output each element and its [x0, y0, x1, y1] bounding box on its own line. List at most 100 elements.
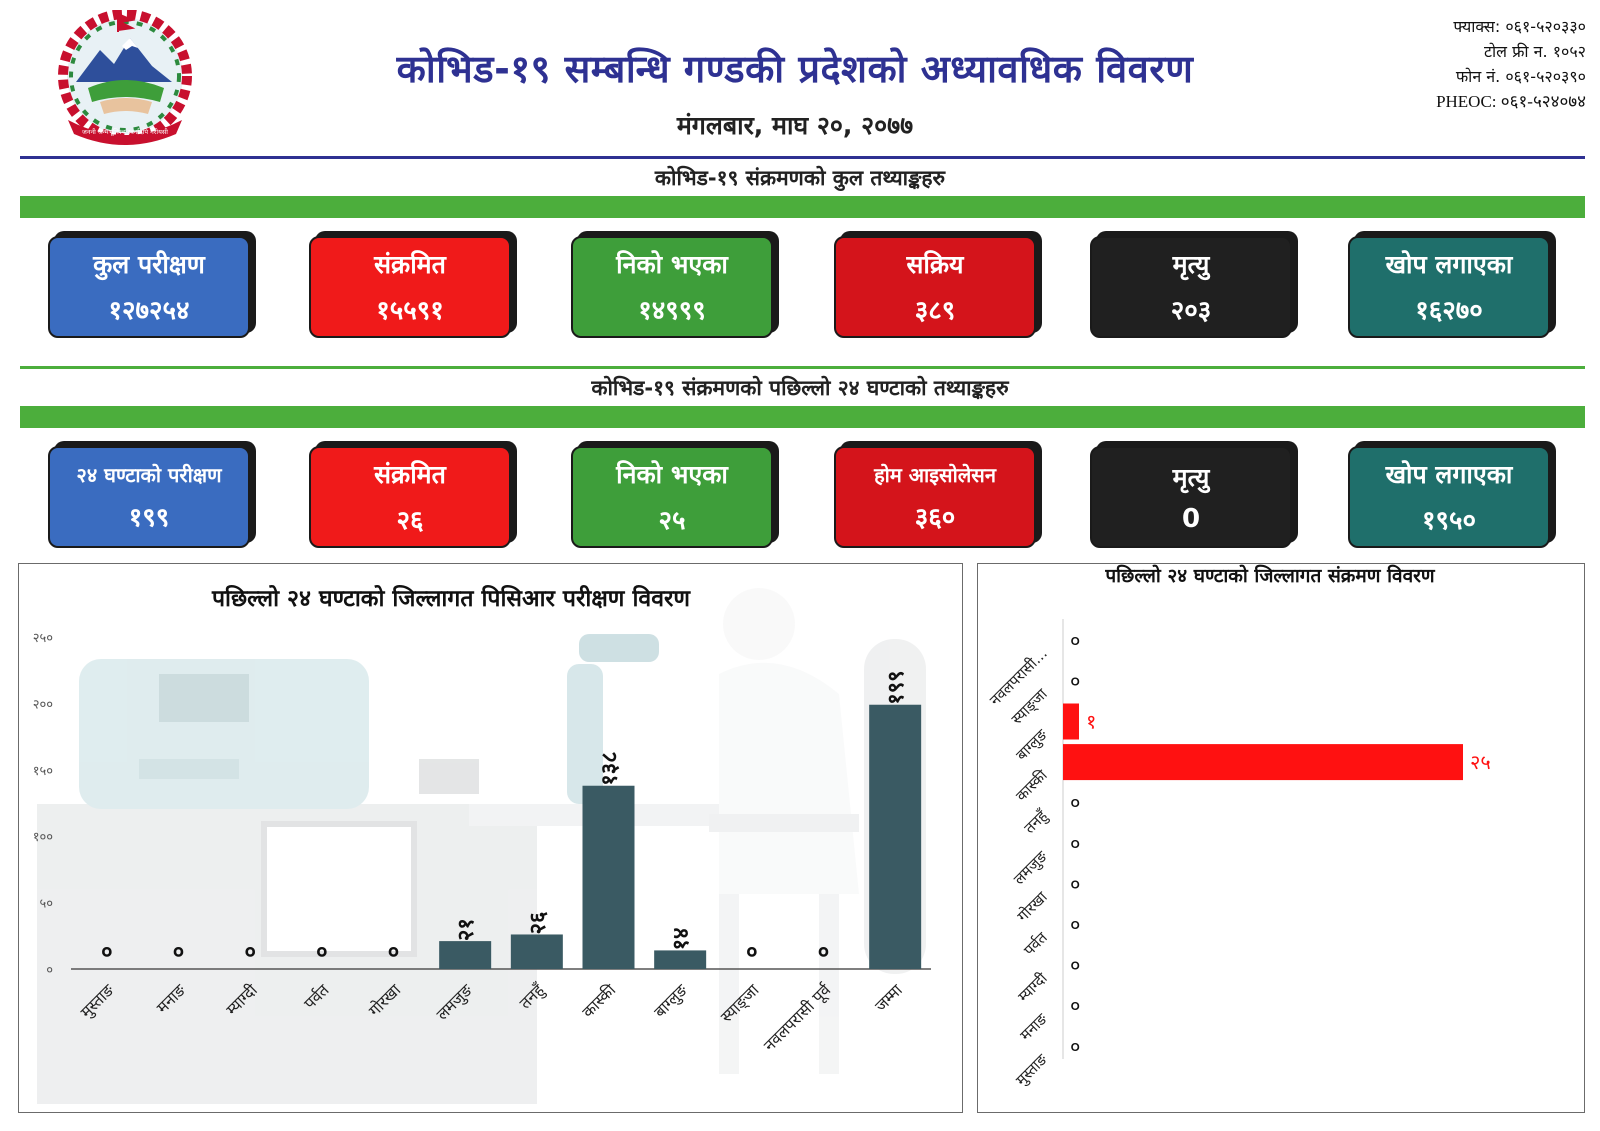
- data-label: ०: [316, 940, 327, 965]
- card-label: निको भएका: [616, 250, 728, 279]
- y-tick-label: तनहुँ: [1021, 806, 1053, 838]
- pcr-tests-chart-panel: पछिल्लो २४ घण्टाको जिल्लागत पिसिआर परीक्…: [18, 563, 963, 1113]
- last24-section-bar: [20, 406, 1585, 428]
- data-label: ०: [101, 940, 112, 965]
- last24-cards: २४ घण्टाको परीक्षण १९९ संक्रमित २६ निको …: [0, 446, 1600, 554]
- card-label: खोप लगाएका: [1385, 250, 1513, 279]
- card-value: २६: [396, 506, 424, 536]
- bar: [1063, 703, 1079, 740]
- card-label: मृत्यु: [1172, 250, 1210, 279]
- total-vaccinated-card: खोप लगाएका १६२७०: [1348, 236, 1550, 338]
- data-label: २५: [1470, 750, 1491, 774]
- data-label: ०: [388, 940, 399, 965]
- category-labels: नवलपरासी...स्याङ्जाबाग्लुङकास्कीतनहुँलमज…: [986, 644, 1052, 1089]
- card-label: निको भएका: [616, 460, 728, 489]
- card-value: २०३: [1170, 296, 1212, 326]
- y-tick-label: ५०: [39, 897, 53, 912]
- data-label: १४: [669, 928, 694, 951]
- pheoc-number: PHEOC: ०६१-५२४०७४: [1436, 92, 1586, 111]
- total-infected-card: संक्रमित १५५९१: [309, 236, 511, 338]
- data-label: ०: [244, 940, 255, 965]
- y-tick-label: पर्वत: [1020, 928, 1051, 959]
- report-date: मंगलबार, माघ २०, २०७७: [676, 111, 914, 140]
- y-tick-label: लमजुङ: [1010, 847, 1052, 889]
- y-tick-label: गोरखा: [1014, 887, 1052, 925]
- infection-bar-chart: पछिल्लो २४ घण्टाको जिल्लागत संक्रमण विवर…: [986, 564, 1491, 1090]
- data-labels: ० ० ० ० ० २१ २६ १३८ १४ ० ० १९९: [101, 670, 909, 965]
- total-section-title: कोभिड-१९ संक्रमणको कुल तथ्याङ्कहरु: [654, 166, 946, 190]
- total-cards: कुल परीक्षण १२७२५४ संक्रमित १५५९१ निको भ…: [0, 236, 1600, 344]
- fax-number: फ्याक्स: ०६१-५२०३३०: [1453, 17, 1586, 36]
- bar: [654, 950, 707, 969]
- card-value: १६२७०: [1415, 296, 1483, 326]
- card-label: सक्रिय: [906, 250, 964, 279]
- bar: [869, 704, 922, 969]
- data-label: १३८: [598, 751, 623, 785]
- card-label: कुल परीक्षण: [93, 250, 205, 279]
- data-label: ०: [818, 940, 829, 965]
- last24-vaccinated-card: खोप लगाएका १९५०: [1348, 446, 1550, 548]
- chart-title: पछिल्लो २४ घण्टाको जिल्लागत संक्रमण विवर…: [1104, 564, 1436, 587]
- header-divider: [20, 156, 1585, 159]
- last24-home-isolation-card: होम आइसोलेसन ३६०: [834, 446, 1036, 548]
- y-tick-label: १००: [33, 830, 53, 845]
- emblem-motto: जननी जन्मभूमिश्च स्वर्गादपि गरीयसी: [82, 128, 168, 136]
- bar: [510, 934, 563, 969]
- y-tick-label: मनाङ: [1016, 1009, 1051, 1044]
- y-tick-label: म्याग्दी: [1014, 968, 1051, 1005]
- card-label: मृत्यु: [1172, 463, 1210, 492]
- total-recovered-card: निको भएका १४९९९: [571, 236, 773, 338]
- data-label: ०: [1070, 831, 1080, 855]
- card-label: संक्रमित: [374, 250, 446, 279]
- total-deaths-card: मृत्यु २०३: [1090, 236, 1292, 338]
- bar: [439, 941, 492, 969]
- card-value: १४९९९: [638, 296, 706, 326]
- data-label: २१: [454, 918, 479, 941]
- card-value: १९९: [128, 502, 170, 533]
- x-tick-label: कास्की: [578, 980, 620, 1022]
- y-tick-label: २५०: [33, 631, 53, 646]
- card-label: खोप लगाएका: [1385, 460, 1513, 489]
- y-tick-label: ०: [46, 963, 53, 978]
- x-tick-label: बाग्लुङ: [650, 980, 692, 1022]
- phone-number: फोन नं. ०६१-५२०३९०: [1455, 67, 1586, 86]
- y-tick-label: मुस्ताङ: [1012, 1050, 1052, 1090]
- last24-deaths-card: मृत्यु 0: [1090, 446, 1292, 548]
- y-tick-label: बाग्लुङ: [1012, 725, 1051, 764]
- total-section-bar: [20, 196, 1585, 218]
- data-label: ०: [173, 940, 184, 965]
- last24-section-title: कोभिड-१९ संक्रमणको पछिल्लो २४ घण्टाको तथ…: [591, 376, 1009, 400]
- data-label: ०: [1070, 994, 1080, 1018]
- nepal-emblem: जननी जन्मभूमिश्च स्वर्गादपि गरीयसी: [58, 10, 192, 145]
- card-label: होम आइसोलेसन: [874, 462, 996, 487]
- data-label: ०: [1070, 791, 1080, 815]
- data-label: ०: [1070, 913, 1080, 937]
- last24-tests-card: २४ घण्टाको परीक्षण १९९: [48, 446, 250, 548]
- total-tests-card: कुल परीक्षण १२७२५४: [48, 236, 250, 338]
- bars: [1063, 703, 1463, 781]
- data-label: ०: [1070, 628, 1080, 652]
- x-tick-label: जम्मा: [871, 980, 907, 1016]
- total-active-card: सक्रिय ३८९: [834, 236, 1036, 338]
- card-value: १९५०: [1421, 506, 1477, 536]
- data-label: ०: [746, 940, 757, 965]
- data-label: ०: [1070, 1034, 1080, 1058]
- y-tick-label: १५०: [33, 764, 53, 779]
- y-tick-label: २००: [33, 697, 53, 712]
- data-label: १: [1086, 710, 1096, 734]
- last24-infected-card: संक्रमित २६: [309, 446, 511, 548]
- card-value: 0: [1181, 504, 1201, 534]
- card-value: २५: [658, 506, 686, 536]
- infection-chart-panel: पछिल्लो २४ घण्टाको जिल्लागत संक्रमण विवर…: [977, 563, 1585, 1113]
- card-value: १५५९१: [376, 296, 444, 326]
- section-divider: [20, 366, 1585, 369]
- card-value: १२७२५४: [108, 296, 190, 326]
- card-value: ३८९: [914, 296, 956, 326]
- data-label: ०: [1070, 953, 1080, 977]
- chart-title: पछिल्लो २४ घण्टाको जिल्लागत पिसिआर परीक्…: [211, 584, 691, 612]
- bar: [582, 785, 635, 969]
- lab-illustration: [37, 588, 926, 1104]
- y-tick-label: कास्की: [1012, 765, 1051, 804]
- data-label: १९९: [884, 670, 909, 704]
